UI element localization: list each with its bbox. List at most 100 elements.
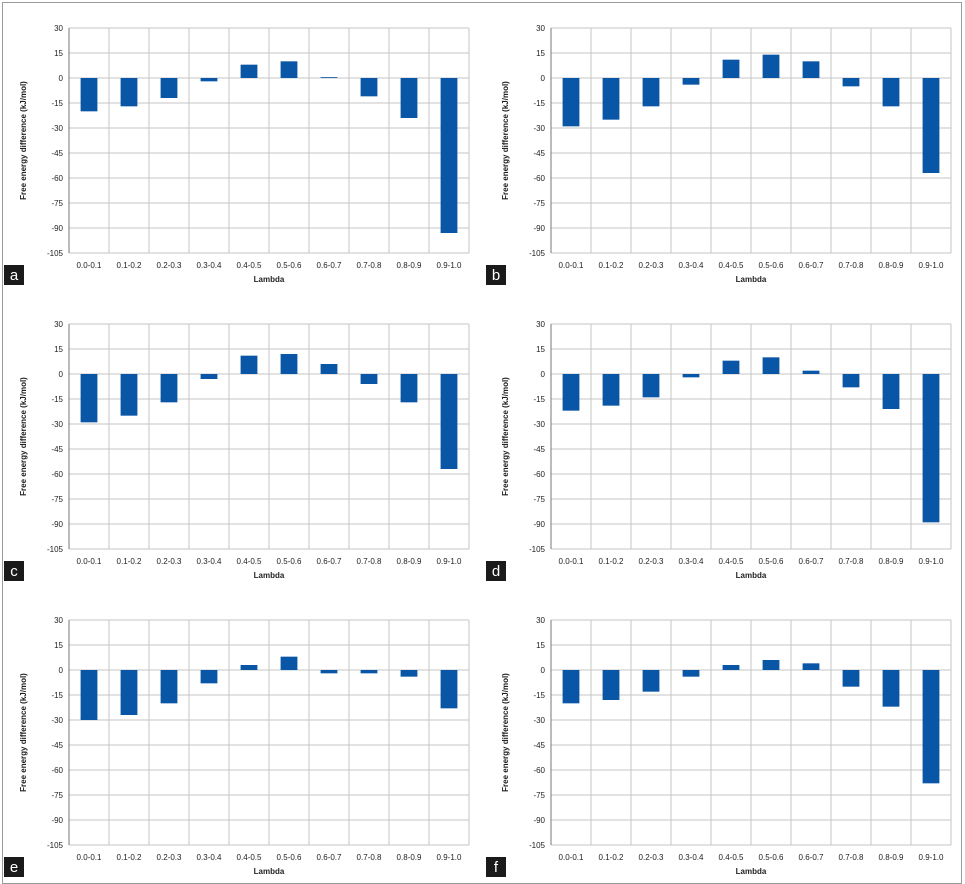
y-tick-label: -75: [533, 199, 545, 208]
y-tick-label: -15: [51, 691, 63, 700]
y-tick-label: 30: [54, 24, 63, 33]
x-tick-label: 0.4-0.5: [237, 261, 262, 270]
x-tick-label: 0.5-0.6: [277, 557, 302, 566]
y-tick-label: -30: [51, 420, 63, 429]
x-tick-label: 0.9-1.0: [437, 853, 462, 862]
x-tick-label: 0.8-0.9: [397, 261, 422, 270]
x-tick-label: 0.1-0.2: [117, 261, 142, 270]
bar-0.8-0.9: [882, 78, 900, 107]
y-tick-label: -60: [533, 174, 545, 183]
y-tick-label: 0: [541, 370, 546, 379]
y-tick-label: -60: [533, 766, 545, 775]
x-tick-label: 0.4-0.5: [237, 853, 262, 862]
bar-0.7-0.8: [842, 374, 860, 388]
bar-0.7-0.8: [360, 78, 378, 97]
bar-0.8-0.9: [400, 670, 418, 677]
chart-panel-c: 30 15 0 -15 -30 -45 -60 -75 -90 -105 0.0-0.1 0.1-0.…: [4, 320, 470, 581]
bar-0.8-0.9: [882, 670, 900, 707]
panel-tag-label: b: [492, 267, 500, 284]
y-tick-label: 15: [536, 641, 545, 650]
x-tick-label: 0.1-0.2: [599, 853, 624, 862]
x-tick-label: 0.0-0.1: [559, 853, 584, 862]
bar-0.8-0.9: [882, 374, 900, 409]
y-tick-label: -90: [51, 224, 63, 233]
x-axis-title: Lambda: [254, 867, 285, 876]
bar-0.2-0.3: [642, 374, 660, 398]
x-tick-label: 0.4-0.5: [237, 557, 262, 566]
y-tick-label: 30: [54, 320, 63, 329]
x-tick-label: 0.0-0.1: [77, 261, 102, 270]
x-tick-label: 0.8-0.9: [879, 261, 904, 270]
y-axis-title: Free energy difference (kJ/mol): [501, 81, 510, 200]
x-tick-label: 0.4-0.5: [719, 853, 744, 862]
bar-0.4-0.5: [722, 59, 740, 78]
chart-panel-f: 30 15 0 -15 -30 -45 -60 -75 -90 -105 0.0-0.1 0.1-0.…: [486, 616, 952, 877]
bar-0.5-0.6: [762, 357, 780, 374]
x-tick-label: 0.7-0.8: [357, 261, 382, 270]
x-tick-label: 0.6-0.7: [799, 853, 824, 862]
y-tick-label: -75: [533, 791, 545, 800]
x-tick-label: 0.1-0.2: [599, 261, 624, 270]
bar-0.3-0.4: [682, 670, 700, 677]
x-tick-label: 0.3-0.4: [197, 557, 222, 566]
y-tick-label: -60: [51, 766, 63, 775]
bar-0.5-0.6: [280, 656, 298, 670]
bar-0.1-0.2: [602, 374, 620, 406]
bar-0.2-0.3: [642, 78, 660, 107]
y-tick-label: -15: [533, 99, 545, 108]
x-tick-label: 0.7-0.8: [839, 853, 864, 862]
x-tick-label: 0.0-0.1: [77, 557, 102, 566]
x-tick-label: 0.0-0.1: [77, 853, 102, 862]
y-tick-label: 15: [54, 345, 63, 354]
bar-0.7-0.8: [360, 670, 378, 674]
x-tick-label: 0.0-0.1: [559, 261, 584, 270]
y-tick-label: -105: [529, 545, 546, 554]
y-tick-label: -90: [533, 816, 545, 825]
x-tick-label: 0.7-0.8: [357, 557, 382, 566]
y-tick-label: -75: [51, 791, 63, 800]
bar-0.4-0.5: [722, 360, 740, 374]
x-tick-label: 0.7-0.8: [839, 261, 864, 270]
bar-0.9-1.0: [440, 78, 458, 233]
x-tick-label: 0.5-0.6: [277, 853, 302, 862]
x-tick-label: 0.5-0.6: [277, 261, 302, 270]
y-tick-label: -60: [51, 174, 63, 183]
bar-0.5-0.6: [280, 61, 298, 78]
y-tick-label: 30: [54, 616, 63, 625]
y-tick-label: -105: [529, 841, 546, 850]
bar-0.7-0.8: [842, 78, 860, 87]
bar-0.7-0.8: [360, 374, 378, 384]
bar-0.0-0.1: [562, 670, 580, 704]
bar-0.2-0.3: [160, 670, 178, 704]
x-tick-label: 0.7-0.8: [839, 557, 864, 566]
y-tick-label: -60: [533, 470, 545, 479]
y-tick-label: -15: [533, 691, 545, 700]
y-tick-label: 15: [54, 49, 63, 58]
y-tick-label: 15: [536, 345, 545, 354]
x-axis-title: Lambda: [736, 275, 767, 284]
y-tick-label: -75: [533, 495, 545, 504]
x-tick-label: 0.3-0.4: [679, 261, 704, 270]
bar-0.6-0.7: [802, 370, 820, 374]
x-tick-label: 0.2-0.3: [639, 261, 664, 270]
y-tick-label: -30: [51, 124, 63, 133]
bar-0.0-0.1: [80, 78, 98, 112]
bar-0.4-0.5: [240, 64, 258, 78]
y-tick-label: 30: [536, 24, 545, 33]
chart-panel-d: 30 15 0 -15 -30 -45 -60 -75 -90 -105 0.0-0.1 0.1-0.…: [486, 320, 952, 581]
bar-0.1-0.2: [602, 78, 620, 120]
y-tick-label: 0: [59, 74, 64, 83]
y-tick-label: 0: [59, 370, 64, 379]
bar-0.3-0.4: [682, 78, 700, 85]
x-tick-label: 0.6-0.7: [317, 261, 342, 270]
bar-0.8-0.9: [400, 374, 418, 403]
x-tick-label: 0.1-0.2: [117, 853, 142, 862]
y-tick-label: -30: [533, 124, 545, 133]
panel-tag-box: [4, 265, 24, 285]
bar-0.6-0.7: [320, 77, 338, 78]
y-tick-label: -15: [533, 395, 545, 404]
x-tick-label: 0.3-0.4: [679, 557, 704, 566]
y-axis-title: Free energy difference (kJ/mol): [19, 81, 28, 200]
y-axis-title: Free energy difference (kJ/mol): [501, 377, 510, 496]
